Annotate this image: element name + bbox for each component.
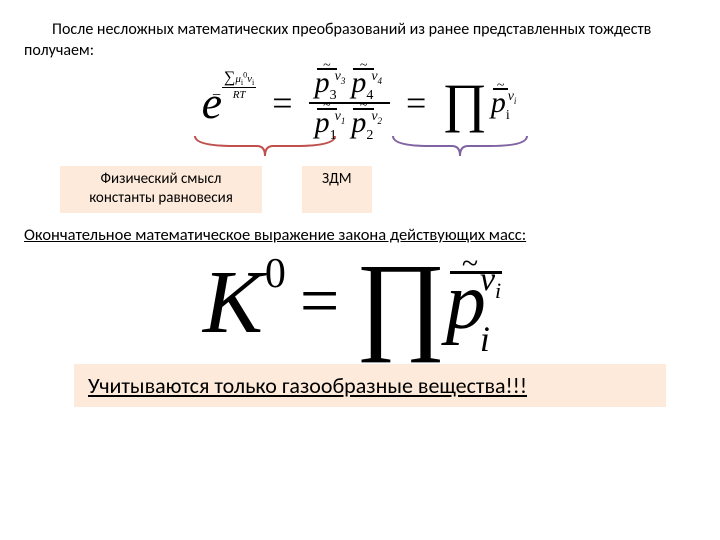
label-left: Физический смысл константы равновесия	[60, 166, 262, 213]
big-pi: p i νi	[446, 257, 517, 348]
product-symbol: ∏	[442, 76, 486, 130]
pi: piνi	[491, 86, 519, 120]
equals-2: =	[400, 82, 432, 124]
eq-product: ∏ piνi	[442, 76, 518, 130]
p3: p3ν3	[315, 66, 348, 100]
equals-big: =	[284, 262, 355, 342]
exponent: − ∑μi0νi RT	[222, 69, 256, 101]
intro-text: После несложных математических преобразо…	[24, 20, 696, 62]
p2: p2ν2	[351, 106, 384, 140]
K-symbol: K	[203, 251, 263, 354]
equation-1: e − ∑μi0νi RT = p3ν3 p4ν4 p1ν1 p2ν2 = ∏ …	[24, 66, 696, 140]
brace-right	[385, 134, 535, 160]
bottom-note: Учитываются только газообразные вещества…	[74, 364, 666, 407]
labels-row: Физический смысл константы равновесия ЗД…	[60, 166, 696, 213]
equation-final: K 0 = ∏ p i νi	[24, 251, 696, 354]
big-product-symbol: ∏	[355, 253, 446, 352]
equals-1: =	[266, 82, 298, 124]
eq-lhs: e − ∑μi0νi RT	[202, 76, 257, 129]
eq-fraction: p3ν3 p4ν4 p1ν1 p2ν2	[309, 66, 390, 140]
p4: p4ν4	[351, 66, 384, 100]
K-superscript: 0	[265, 250, 286, 298]
label-right: ЗДМ	[302, 166, 372, 213]
p1: p1ν1	[315, 106, 348, 140]
